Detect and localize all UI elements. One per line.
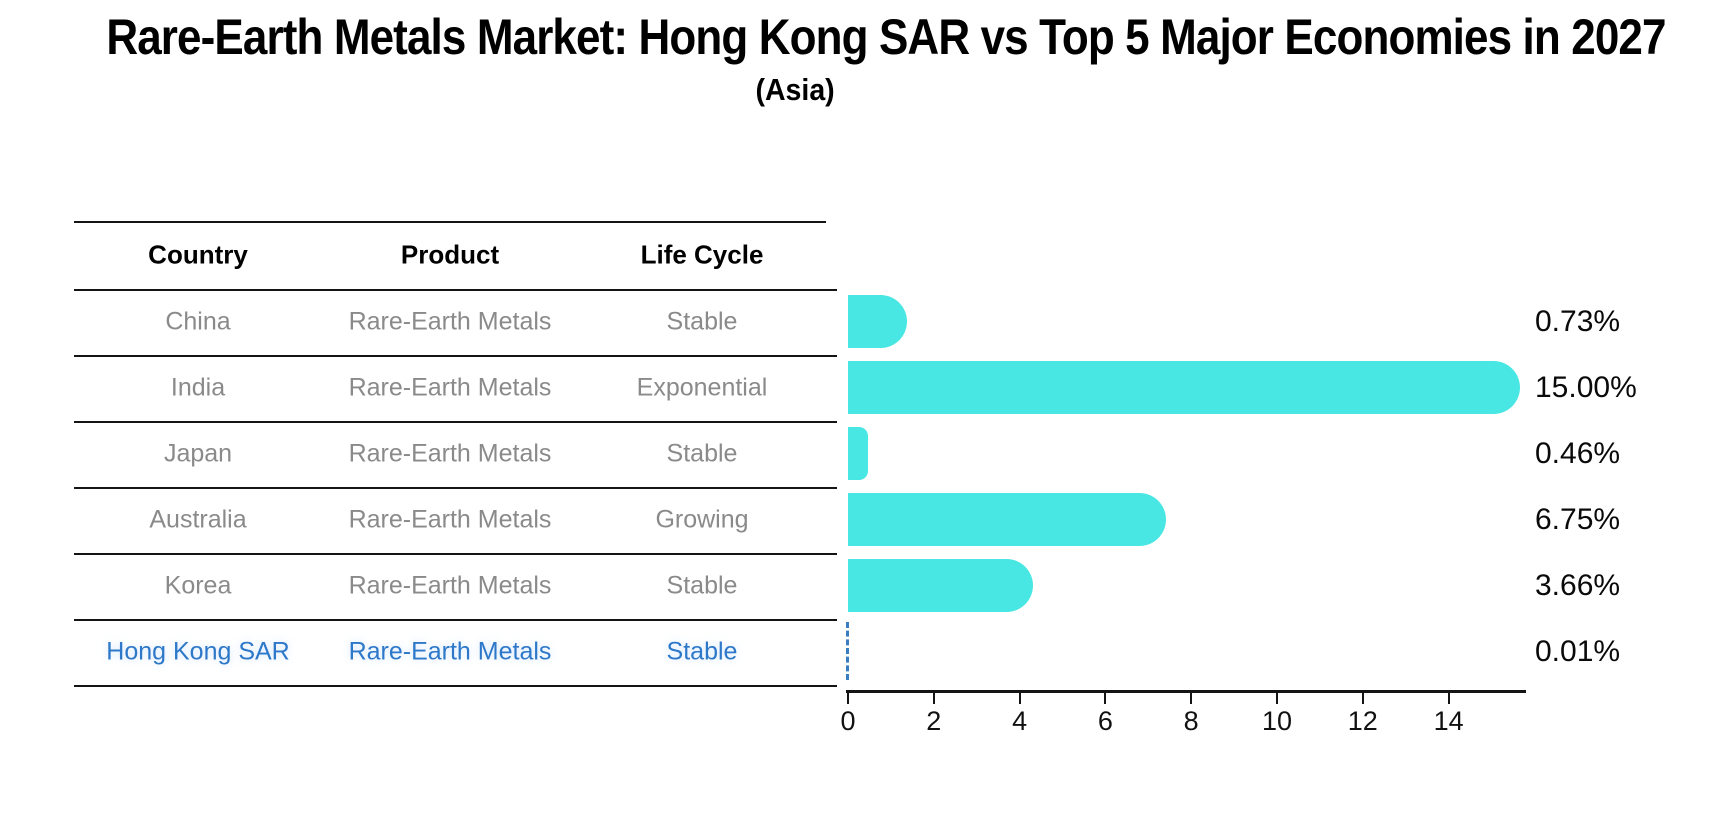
x-axis-tick (1190, 692, 1193, 704)
table-cell-product: Rare-Earth Metals (348, 637, 552, 666)
bar-value-label: 0.73% (1535, 305, 1621, 338)
table-cell-country: India (170, 373, 226, 402)
table-cell-country: Australia (149, 505, 247, 534)
y-axis-tick (824, 619, 837, 621)
table-header-product: Product (400, 239, 500, 270)
x-axis-tick-label: 14 (1433, 706, 1464, 736)
table-cell-life-cycle: Stable (666, 571, 738, 600)
chart-title-wrap: Rare-Earth Metals Market: Hong Kong SAR … (0, 8, 1724, 66)
table-rule (74, 487, 826, 489)
table-cell-product: Rare-Earth Metals (348, 439, 552, 468)
x-axis-tick-label: 12 (1347, 706, 1378, 736)
x-axis-tick (847, 692, 849, 704)
table-rule (74, 289, 826, 291)
table-cell-life-cycle: Stable (666, 307, 738, 336)
x-axis-tick-label: 10 (1261, 706, 1293, 736)
table-header-country: Country (148, 239, 248, 270)
bar-value-label: 0.46% (1535, 437, 1621, 470)
x-axis-tick-label: 4 (1012, 706, 1028, 736)
chart-title: Rare-Earth Metals Market: Hong Kong SAR … (106, 9, 1666, 65)
table-cell-life-cycle: Stable (666, 439, 738, 468)
bar-value-label: 6.75% (1535, 503, 1621, 536)
bar-japan (848, 427, 868, 480)
table-rule (74, 553, 826, 555)
bar-value-label: 15.00% (1535, 371, 1637, 404)
bar-korea (848, 559, 1033, 612)
table-cell-country: Hong Kong SAR (106, 637, 290, 666)
table-rule (74, 421, 826, 423)
table-rule (74, 221, 826, 223)
table-cell-country: Korea (164, 571, 232, 600)
y-axis-tick (824, 487, 837, 489)
bar-china (848, 295, 907, 348)
x-axis-tick-label: 8 (1183, 706, 1199, 736)
table-rule (74, 619, 826, 621)
table-rule (74, 685, 826, 687)
x-axis-tick (1018, 692, 1021, 704)
y-axis-tick (824, 289, 837, 291)
table-cell-product: Rare-Earth Metals (348, 373, 552, 402)
x-axis-tick (1447, 692, 1450, 704)
table-cell-life-cycle: Stable (666, 637, 738, 666)
bar-australia (848, 493, 1166, 546)
table-cell-product: Rare-Earth Metals (348, 505, 552, 534)
chart-subtitle-wrap: (Asia) (0, 72, 1590, 108)
y-axis-tick (824, 553, 837, 555)
x-axis-tick (1276, 692, 1278, 704)
bar-highlight-dashed-line (846, 622, 849, 680)
x-axis-tick (932, 692, 935, 704)
x-axis-tick-label: 6 (1097, 706, 1113, 736)
table-cell-life-cycle: Growing (655, 505, 749, 534)
table-cell-product: Rare-Earth Metals (348, 571, 552, 600)
x-axis-tick-label: 2 (926, 706, 942, 736)
bar-value-label: 3.66% (1535, 569, 1621, 602)
bar-value-label: 0.01% (1535, 635, 1621, 668)
x-axis-tick (1361, 692, 1364, 704)
x-axis-line (846, 690, 1526, 693)
x-axis-tick-label: 0 (840, 706, 856, 736)
y-axis-tick (824, 421, 837, 423)
table-rule (74, 355, 826, 357)
bar-india (848, 361, 1520, 414)
table-cell-product: Rare-Earth Metals (348, 307, 552, 336)
table-cell-country: Japan (163, 439, 233, 468)
y-axis-tick (824, 355, 837, 357)
table-cell-life-cycle: Exponential (636, 373, 768, 402)
chart-subtitle: (Asia) (755, 72, 835, 107)
y-axis-tick (824, 685, 837, 687)
table-cell-country: China (165, 307, 231, 336)
x-axis-tick (1104, 692, 1107, 704)
table-header-life-cycle: Life Cycle (640, 239, 764, 270)
